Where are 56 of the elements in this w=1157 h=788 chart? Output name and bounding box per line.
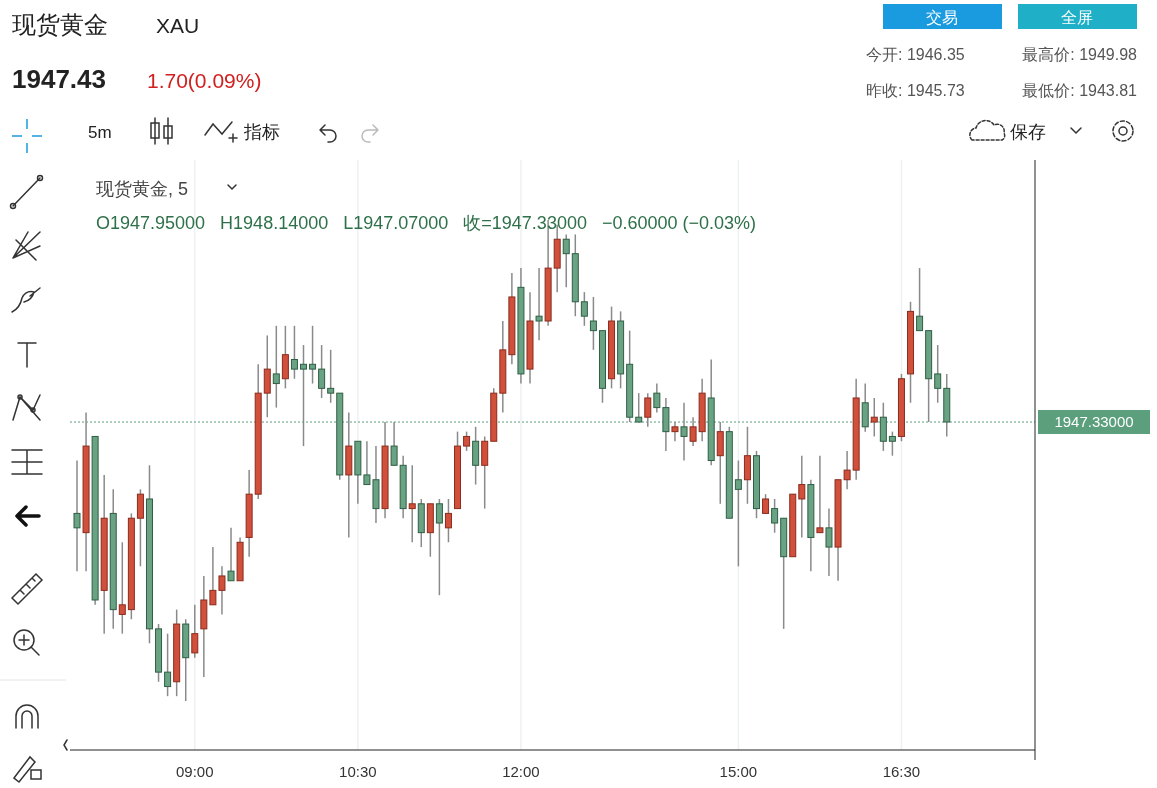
candlestick <box>644 392 652 428</box>
candlestick <box>671 421 679 443</box>
candlestick <box>300 344 307 447</box>
annotation: O1947.95000 H1948.14000 L1947.07000 收=1947.33000 −0.60000 (−0.03%) <box>96 213 757 233</box>
x-tick-label: 16:30 <box>882 763 921 780</box>
candlestick <box>164 632 172 697</box>
candlestick <box>762 493 770 515</box>
candlestick <box>771 498 779 534</box>
candlestick <box>227 527 235 582</box>
candlestick <box>916 267 924 332</box>
x-tick-label: 12:00 <box>502 763 540 780</box>
x-tick-label: 09:00 <box>176 763 214 780</box>
text: 现货黄金, 5 <box>96 179 189 199</box>
text: XAU <box>156 14 200 37</box>
text: 昨收: 1945.73 <box>866 82 965 99</box>
x-tick-label: 15:00 <box>719 763 758 780</box>
candlestick <box>734 459 742 568</box>
candlestick <box>680 402 688 462</box>
candlestick <box>435 498 443 596</box>
candlestick <box>463 430 471 452</box>
candlestick <box>272 325 280 409</box>
candlestick <box>408 464 416 544</box>
text: 1947.43 <box>12 64 106 94</box>
candlestick <box>870 397 878 438</box>
candlestick <box>589 296 597 351</box>
text: 5m <box>88 123 112 142</box>
candlestick <box>318 344 326 399</box>
text: 全屏 <box>1061 9 1093 26</box>
text: 交易 <box>926 9 958 26</box>
candlestick <box>309 325 317 385</box>
candlestick <box>118 541 126 635</box>
text: 1.70(0.09%) <box>147 69 262 92</box>
candlestick <box>562 233 570 289</box>
x-tick-label: 10:30 <box>339 763 377 780</box>
candlestick <box>653 382 661 414</box>
candlestick <box>816 454 824 534</box>
candlestick <box>390 421 398 467</box>
text: 最低价: 1943.81 <box>1022 82 1138 99</box>
text: 今开: 1946.35 <box>866 46 965 63</box>
text: 最高价: 1949.98 <box>1022 46 1138 63</box>
candlestick <box>444 498 452 544</box>
candlestick <box>635 392 643 423</box>
candlestick <box>535 267 543 341</box>
candlestick <box>327 349 335 404</box>
candlestick <box>888 430 896 457</box>
candlestick <box>825 507 833 577</box>
candlestick <box>934 344 942 404</box>
chart-title: 现货黄金 <box>12 11 108 38</box>
text: 保存 <box>1010 122 1046 142</box>
candlestick <box>580 291 588 327</box>
candlestick <box>290 325 298 380</box>
candlestick <box>191 604 199 659</box>
text: 指标 <box>243 122 280 142</box>
candlestick <box>73 459 81 572</box>
text: 1947.33000 <box>1054 413 1134 431</box>
candlestick <box>798 454 806 539</box>
